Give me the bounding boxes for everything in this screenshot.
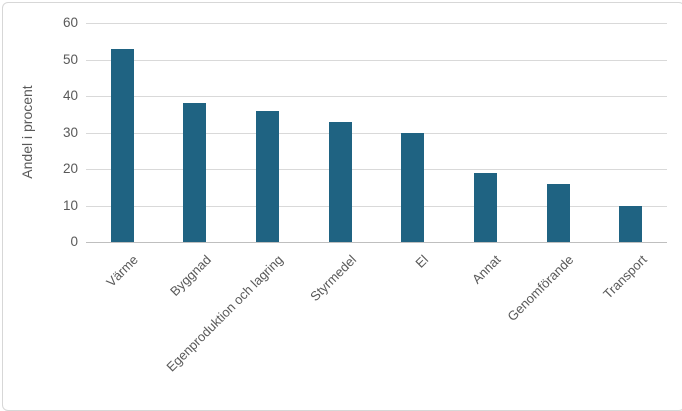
y-tick-label: 20	[62, 161, 78, 176]
x-category-label: Transport	[599, 252, 650, 302]
x-category-label: Egenproduktion och lagring	[163, 252, 287, 375]
x-axis-labels: Värme Byggnad Egenproduktion och lagring St…	[86, 252, 667, 392]
x-category-label: Värme	[103, 252, 141, 290]
bar	[473, 172, 497, 242]
bar	[619, 205, 643, 242]
gridline	[86, 169, 667, 170]
gridline	[86, 23, 667, 24]
x-axis-line	[86, 242, 667, 243]
gridline	[86, 96, 667, 97]
x-category-label: Annat	[469, 252, 505, 287]
gridline	[86, 59, 667, 61]
gridline	[86, 132, 667, 134]
y-tick-label: 50	[62, 51, 78, 67]
gridline	[86, 205, 667, 207]
bar	[546, 183, 570, 242]
x-category-label: Genomförande	[504, 252, 577, 324]
y-tick-label: 0	[70, 234, 78, 249]
bar	[110, 48, 134, 242]
bar	[401, 132, 425, 242]
x-category-label: Styrmedel	[306, 252, 359, 304]
y-tick-label: 30	[62, 124, 78, 140]
y-tick-label: 10	[62, 197, 78, 213]
y-tick-label: 40	[62, 88, 78, 103]
x-category-label: Byggnad	[166, 252, 214, 299]
bar	[328, 121, 352, 242]
bar	[256, 110, 280, 242]
plot-area	[86, 23, 667, 243]
x-category-label: El	[412, 252, 432, 271]
bar	[183, 103, 207, 242]
y-tick-label: 60	[62, 15, 78, 30]
